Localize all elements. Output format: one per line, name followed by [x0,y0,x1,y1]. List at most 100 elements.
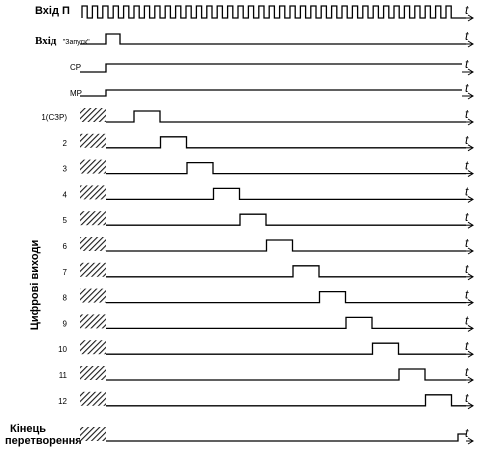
digital-outputs-label: Цифрові виходи [29,240,41,330]
cp-trace: t [80,57,474,76]
digit-label-9: 9 [63,319,68,328]
digit-7-arrow [467,273,474,281]
digit-pulse-8 [106,290,466,304]
digit-label-8: 8 [63,294,68,303]
start-t-label: t [465,29,469,43]
cp-t-label: t [465,57,469,71]
digit-label-1: 1(СЗР) [41,113,67,122]
digit-row-12: 12 t [58,391,474,410]
undefined-state-hatch [80,314,106,329]
digit-label-12: 12 [58,397,67,406]
cp-label: CP [70,63,81,72]
digit-3-t-label: t [465,159,469,173]
digit-label-10: 10 [58,345,67,354]
digit-label-2: 2 [63,139,68,148]
digit-12-arrow [467,402,474,410]
digit-label-7: 7 [63,268,68,277]
digit-1-t-label: t [465,107,469,121]
mp-arrow [467,92,474,100]
digit-9-arrow [467,324,474,332]
digit-10-arrow [467,350,474,358]
digit-6-arrow [467,247,474,255]
digit-row-1: 1(СЗР) t [41,107,474,126]
undefined-state-hatch [80,366,106,380]
digit-row-10: 10 t [58,339,474,358]
end-of-conversion-trace: t [80,426,474,445]
digit-label-6: 6 [63,242,68,251]
start-input-label-main: Вхід [35,35,57,47]
digit-pulse-7 [106,265,466,278]
undefined-state-hatch [80,391,106,406]
digit-label-4: 4 [63,190,68,199]
end-of-conversion-label-line2: перетворення [5,435,82,447]
start-input-label: Вхід "Запуск" [35,31,90,48]
clock-input-trace: t [81,3,474,22]
digit-2-t-label: t [465,133,469,147]
digit-label-5: 5 [63,216,68,225]
mp-trace: t [80,81,474,100]
start-input-trace: t [80,29,474,48]
mp-t-label: t [465,81,469,95]
digit-label-11: 11 [59,371,68,380]
undefined-state-hatch [80,133,106,148]
digit-2-arrow [467,144,474,152]
digit-pulse-6 [106,239,466,252]
digit-pulse-12 [106,394,466,407]
digit-5-arrow [467,221,474,229]
digit-outputs: 1(СЗР) t2 t3 t4 t5 t6 t7 t8 t9 t10 t11 t12 t [41,107,474,410]
cp-arrow [467,68,474,76]
mp-label: MP [70,89,82,98]
digit-8-t-label: t [465,288,469,302]
end-t-label: t [465,426,469,440]
mp-level [80,89,462,97]
digit-1-arrow [467,118,474,126]
undefined-state-hatch [80,108,106,122]
undefined-state-hatch [80,185,106,200]
digit-9-t-label: t [465,313,469,327]
start-arrow [467,40,474,48]
undefined-state-hatch [80,159,106,174]
digit-pulse-9 [106,316,466,330]
clock-arrow [467,14,474,22]
undefined-state-hatch [80,340,106,355]
undefined-state-hatch [80,427,106,441]
end-arrow [467,437,474,445]
end-of-conversion-label-line1: Кінець [10,423,46,435]
start-input-label-sub: "Запуск" [63,39,90,46]
undefined-state-hatch [80,288,106,303]
digit-pulse-5 [106,213,466,226]
digit-pulse-2 [106,136,466,149]
digit-7-t-label: t [465,262,469,276]
digit-5-t-label: t [465,210,469,224]
digit-6-t-label: t [465,236,469,250]
digit-4-t-label: t [465,184,469,198]
digit-pulse-11 [106,368,466,381]
digit-label-3: 3 [63,165,68,174]
digit-11-arrow [467,376,474,384]
digit-8-arrow [467,299,474,307]
clock-pulse-train [81,5,466,19]
cp-level [80,63,462,73]
clock-t-label: t [465,3,469,17]
digit-11-t-label: t [465,365,469,379]
digit-pulse-3 [106,161,466,175]
clock-input-label: Вхід П [35,5,70,17]
digit-4-arrow [467,195,474,203]
digit-pulse-1 [106,110,466,123]
digit-10-t-label: t [465,339,469,353]
digit-3-arrow [467,170,474,178]
end-of-conversion-pulse [106,433,466,442]
undefined-state-hatch [80,237,106,251]
undefined-state-hatch [80,211,106,226]
undefined-state-hatch [80,262,106,277]
digit-12-t-label: t [465,391,469,405]
